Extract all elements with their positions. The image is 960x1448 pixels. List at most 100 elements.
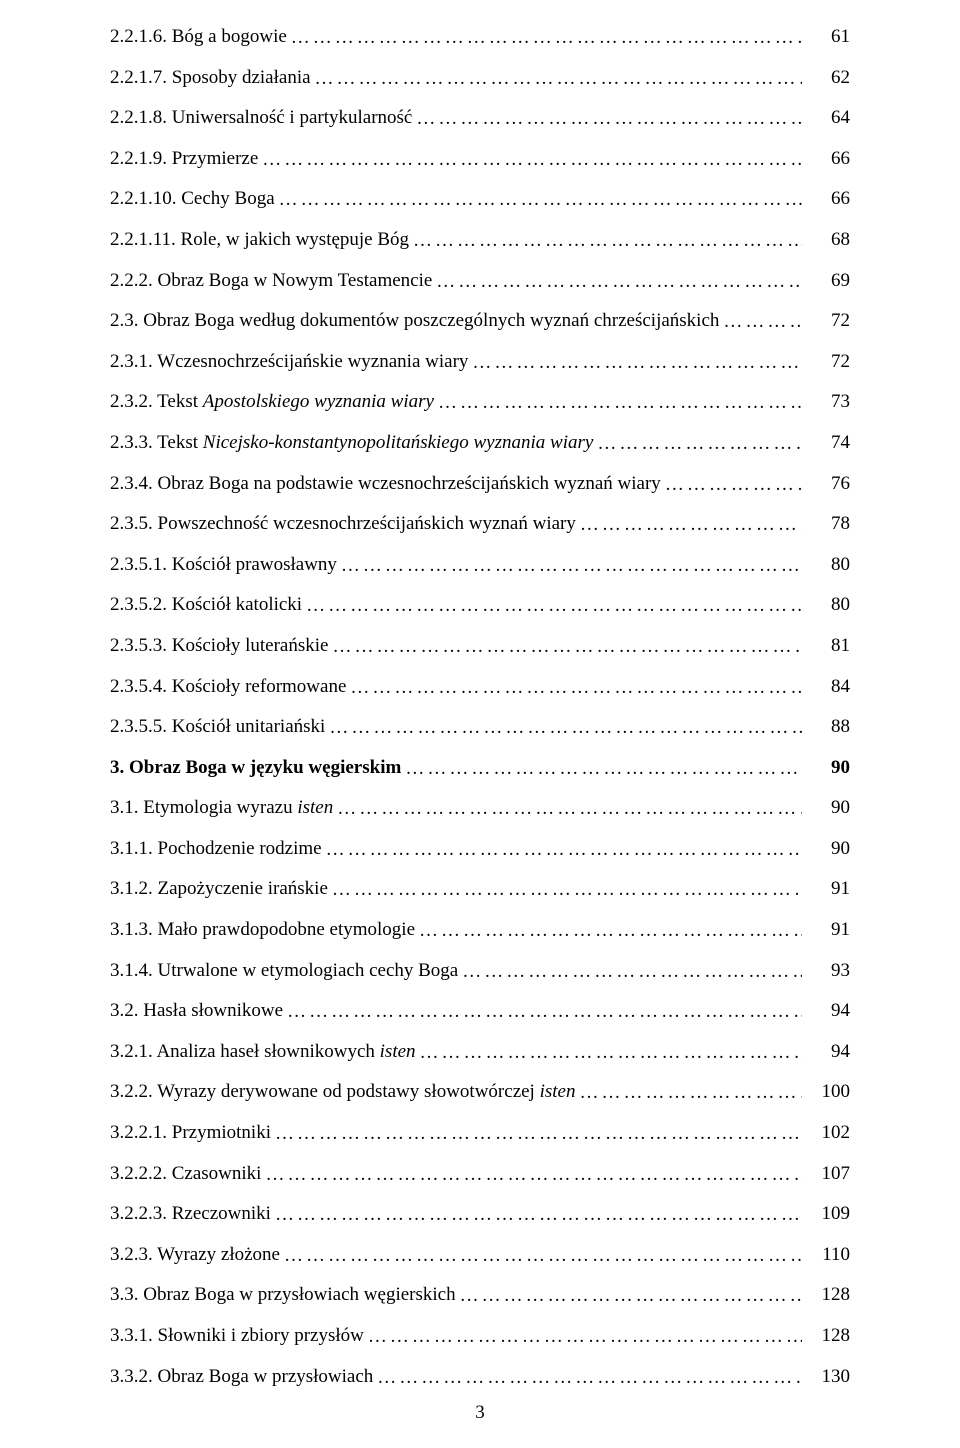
toc-entry-page: 93 [802, 958, 850, 985]
toc-entry-page: 73 [802, 389, 850, 416]
table-of-contents: 2.2.1.6. Bóg a bogowie………………………………………………… [110, 24, 850, 1390]
toc-entry-label: 2.3.2. Tekst Apostolskiego wyznania wiar… [110, 389, 434, 416]
toc-entry: 2.3.1. Wczesnochrześcijańskie wyznania w… [110, 349, 850, 376]
toc-entry-label: 3.1.1. Pochodzenie rodzime [110, 836, 322, 863]
toc-entry-label: 3.3.2. Obraz Boga w przysłowiach [110, 1364, 373, 1391]
toc-entry: 2.3.5.4. Kościoły reformowane……………………………… [110, 674, 850, 701]
toc-entry-page: 88 [802, 714, 850, 741]
toc-leader-dots: …………………………………………………………………………………………………………… [328, 877, 802, 904]
toc-entry: 3.1.1. Pochodzenie rodzime……………………………………… [110, 836, 850, 863]
toc-entry: 3.2.3. Wyrazy złożone…………………………………………………… [110, 1242, 850, 1269]
toc-leader-dots: …………………………………………………………………………………………………………… [412, 106, 802, 133]
toc-entry-label: 2.3.4. Obraz Boga na podstawie wczesnoch… [110, 471, 661, 498]
page: 2.2.1.6. Bóg a bogowie………………………………………………… [0, 0, 960, 1448]
toc-entry: 2.3.5. Powszechność wczesnochrześcijańsk… [110, 511, 850, 538]
toc-leader-dots: …………………………………………………………………………………………………………… [287, 25, 802, 52]
toc-entry: 3.1. Etymologia wyrazu isten………………………………… [110, 795, 850, 822]
toc-leader-dots: …………………………………………………………………………………………………………… [575, 1080, 802, 1107]
toc-entry: 2.2.1.8. Uniwersalność i partykularność…… [110, 105, 850, 132]
toc-entry-label: 2.2.1.9. Przymierze [110, 146, 258, 173]
toc-entry: 2.3.5.1. Kościół prawosławny………………………………… [110, 552, 850, 579]
toc-entry-page: 72 [802, 308, 850, 335]
toc-entry: 3. Obraz Boga w języku węgierskim…………………… [110, 755, 850, 782]
toc-leader-dots: …………………………………………………………………………………………………………… [302, 593, 802, 620]
toc-leader-dots: …………………………………………………………………………………………………………… [337, 553, 802, 580]
toc-entry-page: 72 [802, 349, 850, 376]
toc-entry-page: 69 [802, 268, 850, 295]
toc-entry: 2.3.5.2. Kościół katolicki……………………………………… [110, 592, 850, 619]
toc-leader-dots: …………………………………………………………………………………………………………… [576, 512, 802, 539]
toc-entry-label: 2.3.5. Powszechność wczesnochrześcijańsk… [110, 511, 576, 538]
toc-entry-page: 68 [802, 227, 850, 254]
toc-entry: 3.2.2.1. Przymiotniki…………………………………………………… [110, 1120, 850, 1147]
toc-entry-page: 128 [802, 1323, 850, 1350]
toc-entry-page: 90 [802, 755, 850, 782]
toc-entry-page: 64 [802, 105, 850, 132]
toc-entry-label: 2.2.1.8. Uniwersalność i partykularność [110, 105, 412, 132]
toc-entry-page: 80 [802, 552, 850, 579]
toc-entry: 3.1.4. Utrwalone w etymologiach cechy Bo… [110, 958, 850, 985]
toc-leader-dots: …………………………………………………………………………………………………………… [373, 1365, 802, 1392]
toc-entry: 3.3. Obraz Boga w przysłowiach węgierski… [110, 1282, 850, 1309]
toc-leader-dots: …………………………………………………………………………………………………………… [434, 390, 802, 417]
toc-leader-dots: …………………………………………………………………………………………………………… [661, 472, 802, 499]
toc-entry-page: 66 [802, 186, 850, 213]
page-number: 3 [0, 1402, 960, 1424]
toc-entry-page: 91 [802, 917, 850, 944]
toc-entry: 3.2.2.2. Czasowniki………………………………………………………… [110, 1161, 850, 1188]
toc-entry-page: 128 [802, 1282, 850, 1309]
toc-leader-dots: …………………………………………………………………………………………………………… [456, 1283, 802, 1310]
toc-leader-dots: …………………………………………………………………………………………………………… [593, 431, 802, 458]
toc-entry: 2.2.1.7. Sposoby działania……………………………………… [110, 65, 850, 92]
toc-entry: 2.2.1.10. Cechy Boga……………………………………………………… [110, 186, 850, 213]
toc-entry-page: 110 [802, 1242, 850, 1269]
toc-entry-page: 91 [802, 876, 850, 903]
toc-leader-dots: …………………………………………………………………………………………………………… [328, 634, 802, 661]
toc-entry: 3.1.2. Zapożyczenie irańskie………………………………… [110, 876, 850, 903]
toc-entry-label: 3.2.2. Wyrazy derywowane od podstawy sło… [110, 1079, 575, 1106]
toc-leader-dots: …………………………………………………………………………………………………………… [719, 309, 802, 336]
toc-entry-label: 2.3.5.3. Kościoły luterańskie [110, 633, 328, 660]
toc-leader-dots: …………………………………………………………………………………………………………… [258, 147, 802, 174]
toc-entry-page: 61 [802, 24, 850, 51]
toc-leader-dots: …………………………………………………………………………………………………………… [458, 959, 802, 986]
toc-entry-page: 94 [802, 1039, 850, 1066]
toc-entry-label: 2.3.5.5. Kościół unitariański [110, 714, 325, 741]
toc-entry: 3.2.2. Wyrazy derywowane od podstawy sło… [110, 1079, 850, 1106]
toc-entry-label: 3.2.2.1. Przymiotniki [110, 1120, 271, 1147]
toc-entry-label: 3.2. Hasła słownikowe [110, 998, 283, 1025]
toc-entry-page: 90 [802, 795, 850, 822]
toc-entry-label: 2.3.5.4. Kościoły reformowane [110, 674, 346, 701]
toc-leader-dots: …………………………………………………………………………………………………………… [275, 187, 802, 214]
toc-entry-label: 2.3.5.1. Kościół prawosławny [110, 552, 337, 579]
toc-leader-dots: …………………………………………………………………………………………………………… [261, 1162, 802, 1189]
toc-entry-label: 2.2.1.6. Bóg a bogowie [110, 24, 287, 51]
toc-leader-dots: …………………………………………………………………………………………………………… [468, 350, 802, 377]
toc-entry-page: 62 [802, 65, 850, 92]
toc-entry-page: 80 [802, 592, 850, 619]
toc-entry-page: 90 [802, 836, 850, 863]
toc-entry: 3.1.3. Mało prawdopodobne etymologie…………… [110, 917, 850, 944]
toc-entry: 3.2.2.3. Rzeczowniki……………………………………………………… [110, 1201, 850, 1228]
toc-entry: 3.3.2. Obraz Boga w przysłowiach……………………… [110, 1364, 850, 1391]
toc-entry-page: 100 [802, 1079, 850, 1106]
toc-entry-page: 81 [802, 633, 850, 660]
toc-entry-label: 3.1. Etymologia wyrazu isten [110, 795, 333, 822]
toc-entry-page: 76 [802, 471, 850, 498]
toc-entry-page: 109 [802, 1201, 850, 1228]
toc-entry-label: 3.2.2.3. Rzeczowniki [110, 1201, 271, 1228]
toc-leader-dots: …………………………………………………………………………………………………………… [325, 715, 802, 742]
toc-entry-label: 2.3.5.2. Kościół katolicki [110, 592, 302, 619]
toc-leader-dots: …………………………………………………………………………………………………………… [271, 1121, 802, 1148]
toc-entry-page: 102 [802, 1120, 850, 1147]
toc-entry: 3.2.1. Analiza haseł słownikowych isten…… [110, 1039, 850, 1066]
toc-entry-label: 2.3.3. Tekst Nicejsko-konstantynopolitań… [110, 430, 593, 457]
toc-entry-page: 78 [802, 511, 850, 538]
toc-leader-dots: …………………………………………………………………………………………………………… [283, 999, 802, 1026]
toc-entry-label: 3. Obraz Boga w języku węgierskim [110, 755, 401, 782]
toc-entry: 3.2. Hasła słownikowe…………………………………………………… [110, 998, 850, 1025]
toc-leader-dots: …………………………………………………………………………………………………………… [401, 756, 802, 783]
toc-entry: 2.2.1.9. Przymierze………………………………………………………… [110, 146, 850, 173]
toc-leader-dots: …………………………………………………………………………………………………………… [311, 66, 802, 93]
toc-entry-label: 3.3.1. Słowniki i zbiory przysłów [110, 1323, 364, 1350]
